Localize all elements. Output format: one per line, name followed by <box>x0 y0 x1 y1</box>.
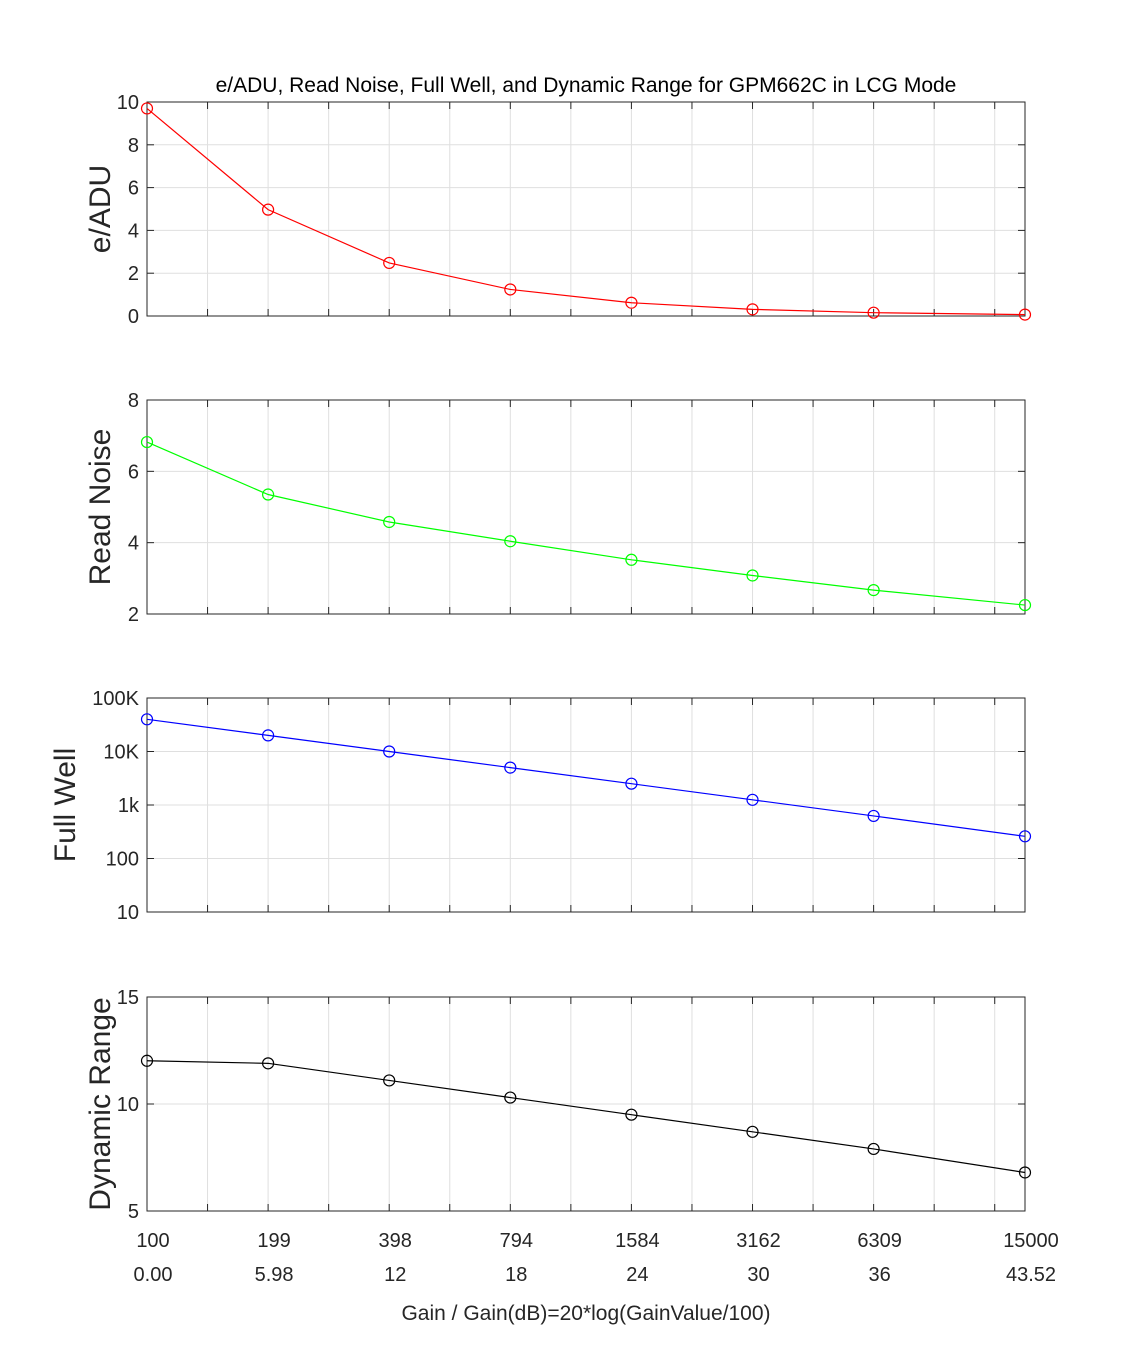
y-tick-label: 10 <box>117 92 139 114</box>
subplots: 0 2 4 6 8 10 e/ADU 2 4 6 8 Read Noise 10 100 1k 10K 100K… <box>49 92 1032 1223</box>
y-tick-label: 100K <box>92 688 139 710</box>
y-axis-label: Dynamic Range <box>84 997 117 1210</box>
data-point <box>1018 1166 1032 1179</box>
x-axis-label: Gain / Gain(dB)=20*log(GainValue/100) <box>401 1302 770 1325</box>
data-point <box>262 203 275 216</box>
data-point <box>383 256 396 270</box>
series-line <box>146 1060 1026 1174</box>
x-tick-label-db: 0.00 <box>134 1264 173 1286</box>
data-point <box>383 515 396 529</box>
data-point <box>867 809 880 823</box>
data-point <box>1018 598 1032 612</box>
x-tick-label-db: 43.52 <box>1006 1264 1056 1286</box>
x-tick-label-db: 5.98 <box>255 1264 294 1286</box>
data-point <box>625 296 638 309</box>
data-point <box>262 729 275 742</box>
data-point <box>504 283 517 296</box>
data-point <box>625 777 638 790</box>
plot-area <box>147 102 1025 316</box>
x-tick-label-db: 24 <box>626 1264 648 1286</box>
x-tick-label-gain: 6309 <box>857 1230 902 1252</box>
y-tick-label: 4 <box>128 220 139 242</box>
y-tick-label: 2 <box>128 263 139 285</box>
data-point <box>746 569 759 582</box>
x-tick-label-db: 30 <box>747 1264 769 1286</box>
y-tick-label: 100 <box>106 849 139 871</box>
series-line <box>146 107 1026 316</box>
y-tick-label: 8 <box>128 135 139 157</box>
x-tick-label-db: 36 <box>868 1264 890 1286</box>
y-axis-label: e/ADU <box>84 165 117 253</box>
y-tick-label: 8 <box>128 390 139 412</box>
y-tick-label: 5 <box>128 1201 139 1223</box>
data-point <box>746 303 759 316</box>
data-point <box>867 306 880 319</box>
data-point <box>140 435 154 449</box>
vertical-grid <box>207 400 996 614</box>
subplot-2: 2 4 6 8 Read Noise <box>84 390 1032 626</box>
y-tick-label: 6 <box>128 178 139 200</box>
vertical-grid <box>207 102 996 316</box>
y-tick-label: 0 <box>128 306 139 328</box>
data-point <box>383 745 396 758</box>
x-tick-label-gain: 199 <box>257 1230 290 1252</box>
data-point <box>867 1142 880 1156</box>
axes-frame <box>146 101 1026 317</box>
data-point <box>867 584 880 597</box>
subplot-3: 10 100 1k 10K 100K Full Well <box>49 688 1032 924</box>
y-tick-label: 10 <box>117 1094 139 1116</box>
data-point <box>504 535 517 548</box>
y-tick-label: 10 <box>117 902 139 924</box>
series-line <box>146 718 1026 837</box>
y-tick-label: 10K <box>103 742 139 764</box>
x-tick-label-db: 12 <box>384 1264 406 1286</box>
data-point <box>1018 830 1032 843</box>
x-tick-label-gain: 100 <box>136 1230 169 1252</box>
x-tick-label-gain: 794 <box>500 1230 533 1252</box>
data-point <box>625 553 638 566</box>
y-tick-label: 1k <box>118 795 140 817</box>
plot-area <box>147 400 1025 614</box>
data-point <box>746 1125 759 1138</box>
data-point <box>504 1091 517 1104</box>
y-tick-label: 4 <box>128 533 139 555</box>
data-point <box>262 1057 275 1070</box>
data-point <box>140 713 154 726</box>
y-tick-label: 15 <box>117 987 139 1009</box>
x-tick-label-gain: 398 <box>379 1230 412 1252</box>
y-axis-label: Read Noise <box>84 429 117 586</box>
y-tick-label: 2 <box>128 604 139 626</box>
series-line <box>146 441 1026 606</box>
x-tick-label-gain: 1584 <box>615 1230 660 1252</box>
data-point <box>262 488 275 501</box>
y-tick-label: 6 <box>128 461 139 483</box>
axes-frame <box>146 399 1026 615</box>
x-tick-label-gain: 15000 <box>1003 1230 1059 1252</box>
data-point <box>140 1054 154 1067</box>
x-axis-tick-labels: 100 0.00 199 5.98 398 12 794 18 1584 24 3162 30 6309… <box>134 1230 1059 1286</box>
x-tick-label-gain: 3162 <box>736 1230 781 1252</box>
data-point <box>625 1108 638 1121</box>
x-tick-label-db: 18 <box>505 1264 527 1286</box>
chart-title: e/ADU, Read Noise, Full Well, and Dynami… <box>216 74 957 97</box>
data-point <box>383 1074 396 1087</box>
data-point <box>746 793 759 806</box>
y-axis-label: Full Well <box>49 748 82 862</box>
subplot-1: 0 2 4 6 8 10 e/ADU <box>84 92 1032 328</box>
data-point <box>140 102 154 115</box>
data-point <box>504 761 517 774</box>
data-point <box>1018 308 1032 321</box>
